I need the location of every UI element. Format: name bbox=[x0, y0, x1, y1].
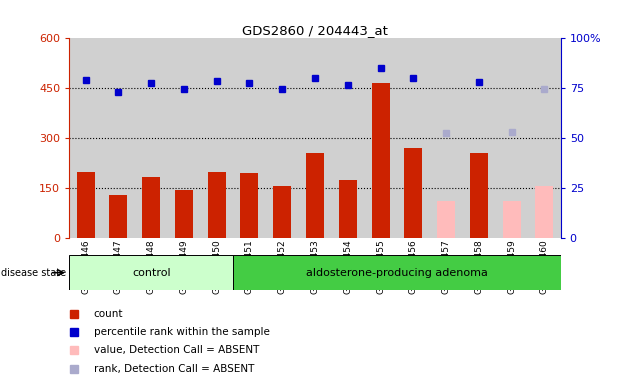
Bar bbox=[200, 38, 233, 238]
Bar bbox=[437, 202, 455, 238]
Text: disease state: disease state bbox=[1, 268, 66, 278]
Bar bbox=[110, 195, 127, 238]
Bar bbox=[77, 172, 94, 238]
Bar bbox=[102, 38, 135, 238]
Bar bbox=[470, 153, 488, 238]
Bar bbox=[233, 38, 266, 238]
Text: aldosterone-producing adenoma: aldosterone-producing adenoma bbox=[306, 268, 488, 278]
Bar bbox=[430, 38, 462, 238]
Title: GDS2860 / 204443_at: GDS2860 / 204443_at bbox=[242, 24, 388, 37]
Text: percentile rank within the sample: percentile rank within the sample bbox=[94, 327, 270, 337]
Text: count: count bbox=[94, 309, 123, 319]
Bar bbox=[241, 173, 258, 238]
Bar bbox=[331, 38, 364, 238]
Bar bbox=[273, 187, 291, 238]
Bar bbox=[536, 187, 553, 238]
Bar bbox=[142, 177, 160, 238]
Bar bbox=[266, 38, 299, 238]
Bar bbox=[397, 38, 430, 238]
Bar bbox=[299, 38, 331, 238]
Bar bbox=[175, 190, 193, 238]
Bar bbox=[306, 153, 324, 238]
Text: value, Detection Call = ABSENT: value, Detection Call = ABSENT bbox=[94, 344, 260, 354]
Bar bbox=[364, 38, 397, 238]
Bar bbox=[168, 38, 200, 238]
Bar bbox=[372, 83, 389, 238]
Bar bbox=[69, 255, 233, 290]
Bar bbox=[404, 148, 422, 238]
Bar bbox=[503, 202, 520, 238]
Text: rank, Detection Call = ABSENT: rank, Detection Call = ABSENT bbox=[94, 364, 255, 374]
Bar bbox=[528, 38, 561, 238]
Text: control: control bbox=[132, 268, 171, 278]
Bar bbox=[339, 180, 357, 238]
Bar bbox=[462, 38, 495, 238]
Bar bbox=[135, 38, 168, 238]
Bar bbox=[495, 38, 528, 238]
Bar bbox=[208, 172, 226, 238]
Bar bbox=[69, 38, 102, 238]
Bar bbox=[233, 255, 561, 290]
